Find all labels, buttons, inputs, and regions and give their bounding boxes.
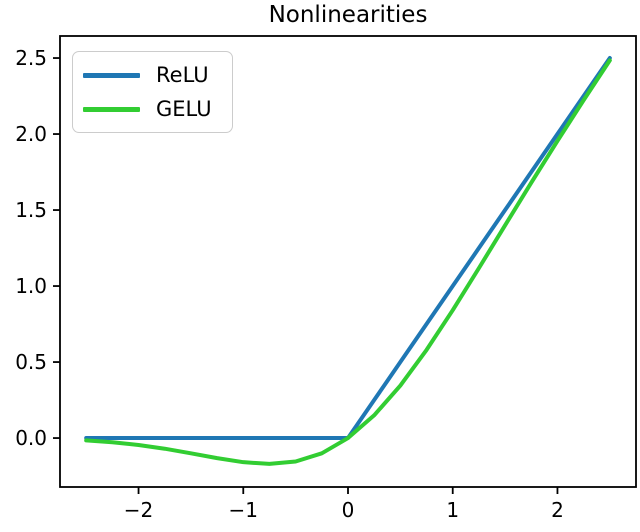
series-line-gelu: [84, 58, 612, 466]
relu-line-sample-icon: [83, 72, 140, 78]
plot-border: [59, 35, 637, 488]
legend-entry-gelu: GELU: [83, 93, 220, 125]
legend-entry-relu: ReLU: [83, 59, 220, 91]
y-tick-label: 1.0: [15, 274, 47, 298]
legend: ReLU GELU: [72, 51, 233, 133]
chart-title: Nonlinearities: [268, 2, 428, 28]
gelu-line-sample-icon: [83, 106, 140, 112]
y-tick-label: 0.0: [15, 426, 47, 450]
x-tick-label: 1: [446, 498, 459, 522]
y-tick-label: 2.0: [15, 122, 47, 146]
x-tick-label: 2: [551, 498, 564, 522]
x-tick-label: 0: [342, 498, 355, 522]
y-tick-label: 0.5: [15, 350, 47, 374]
legend-label-relu: ReLU: [156, 63, 209, 87]
x-tick-label: −2: [124, 498, 153, 522]
y-tick-label: 1.5: [15, 198, 47, 222]
legend-label-gelu: GELU: [156, 97, 212, 121]
y-tick-label: 2.5: [15, 46, 47, 70]
x-tick-label: −1: [229, 498, 258, 522]
